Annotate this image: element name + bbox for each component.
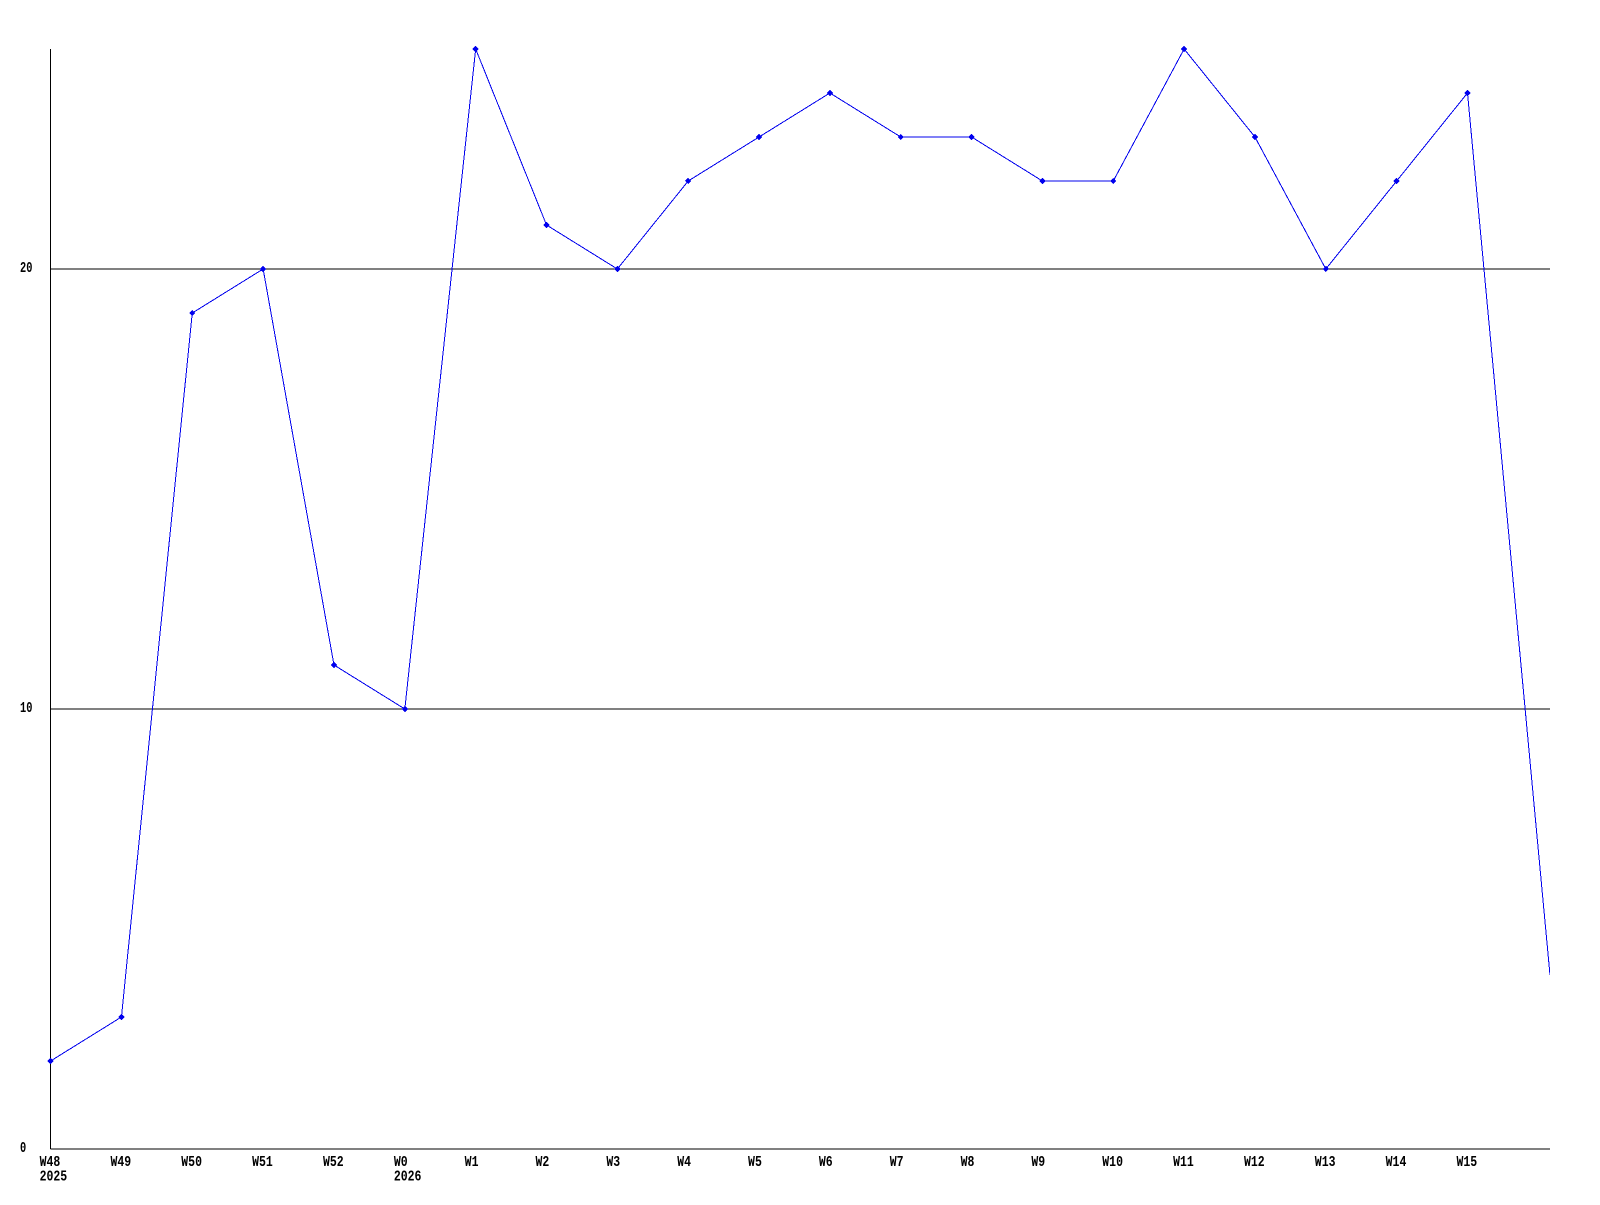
svg-text:W51: W51 xyxy=(252,1154,273,1171)
svg-text:W8: W8 xyxy=(961,1154,975,1171)
svg-text:W15: W15 xyxy=(1457,1154,1478,1171)
svg-text:W12: W12 xyxy=(1244,1154,1265,1171)
svg-text:W3: W3 xyxy=(606,1154,620,1171)
svg-text:W4: W4 xyxy=(677,1154,691,1171)
svg-text:W49: W49 xyxy=(110,1154,131,1171)
svg-text:W5: W5 xyxy=(748,1154,762,1171)
svg-text:20: 20 xyxy=(20,260,32,277)
svg-text:2026: 2026 xyxy=(394,1168,422,1185)
svg-text:W11: W11 xyxy=(1173,1154,1194,1171)
svg-text:W13: W13 xyxy=(1315,1154,1336,1171)
svg-text:W10: W10 xyxy=(1102,1154,1123,1171)
svg-text:W9: W9 xyxy=(1031,1154,1045,1171)
svg-text:2025: 2025 xyxy=(40,1168,68,1185)
svg-text:0: 0 xyxy=(20,1140,26,1157)
svg-text:W1: W1 xyxy=(465,1154,479,1171)
svg-text:W7: W7 xyxy=(890,1154,904,1171)
svg-text:W52: W52 xyxy=(323,1154,344,1171)
svg-text:W14: W14 xyxy=(1386,1154,1407,1171)
svg-text:W6: W6 xyxy=(819,1154,833,1171)
svg-text:10: 10 xyxy=(20,700,32,717)
svg-text:W2: W2 xyxy=(536,1154,550,1171)
svg-text:W50: W50 xyxy=(181,1154,202,1171)
